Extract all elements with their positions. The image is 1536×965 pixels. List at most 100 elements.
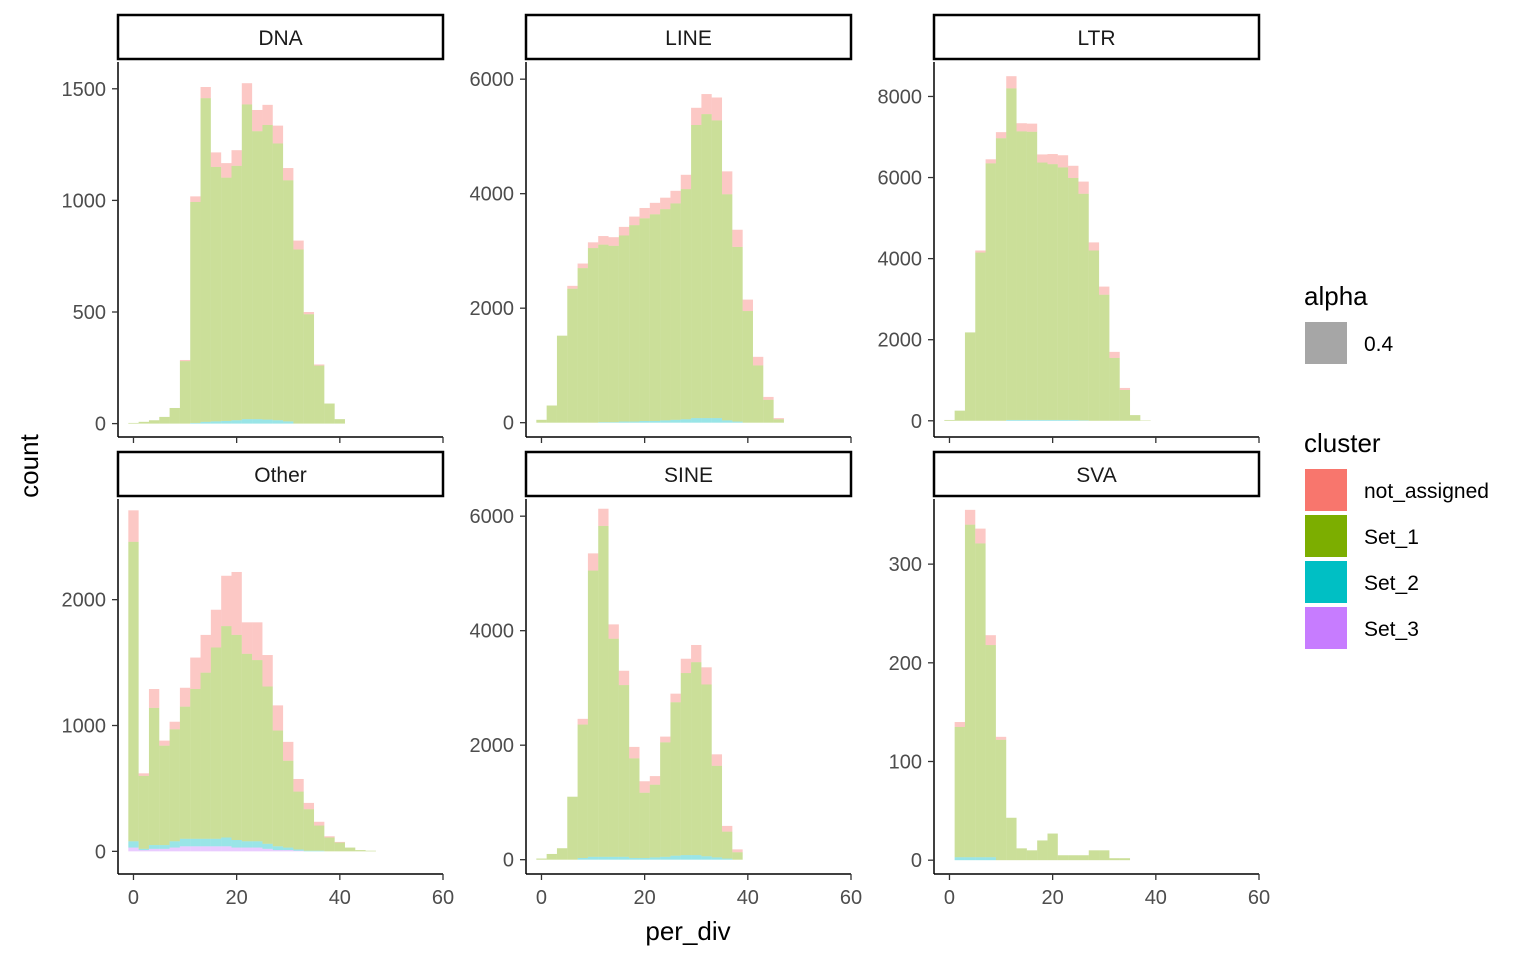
bar-set-2 (670, 420, 680, 423)
bar-set-1 (1037, 163, 1047, 420)
bar-set-1 (722, 194, 732, 420)
bar-not-assigned (273, 705, 283, 730)
bar-not-assigned (1058, 155, 1068, 167)
facet-strip-label: SINE (664, 464, 713, 487)
bar-set-1 (578, 725, 588, 858)
bar-set-1 (619, 685, 629, 857)
bar-not-assigned (1120, 388, 1130, 390)
bar-set-1 (578, 268, 588, 423)
bar-set-2 (712, 418, 722, 423)
bar-set-1 (536, 859, 546, 860)
bar-set-2 (609, 857, 619, 860)
bar-not-assigned (670, 191, 680, 204)
bar-set-2 (252, 419, 262, 423)
bar-set-1 (201, 98, 211, 422)
legend-title: cluster (1304, 428, 1381, 458)
y-tick-label: 0 (503, 413, 514, 435)
bar-set-1 (211, 647, 221, 838)
bar-set-2 (1017, 420, 1027, 421)
bar-not-assigned (639, 208, 649, 218)
bar-set-2 (190, 839, 200, 847)
bar-set-1 (670, 702, 680, 855)
bar-set-1 (639, 218, 649, 421)
x-tick-label: 40 (1145, 887, 1167, 909)
bar-set-2 (691, 418, 701, 423)
bar-set-2 (242, 419, 252, 423)
bar-not-assigned (691, 645, 701, 662)
bar-not-assigned (231, 572, 241, 635)
bar-set-1 (252, 131, 262, 419)
bar-not-assigned (639, 781, 649, 792)
bar-set-1 (180, 361, 190, 424)
bar-set-1 (547, 406, 557, 423)
bar-set-2 (128, 841, 138, 847)
bar-set-1 (1089, 251, 1099, 421)
bar-set-2 (252, 841, 262, 847)
bar-set-1 (262, 687, 272, 844)
bar-set-1 (691, 662, 701, 855)
bar-set-1 (283, 180, 293, 421)
bar-set-2 (211, 839, 221, 847)
bar-set-3 (273, 850, 283, 851)
bar-not-assigned (986, 159, 996, 163)
y-tick-label: 6000 (470, 69, 515, 91)
bar-set-1 (314, 366, 324, 424)
bar-set-3 (283, 850, 293, 851)
bar-set-1 (986, 163, 996, 420)
bar-set-2 (231, 420, 241, 423)
bar-set-1 (1078, 194, 1088, 421)
bar-set-1 (159, 746, 169, 845)
bar-set-1 (732, 852, 742, 859)
bar-not-assigned (139, 773, 149, 776)
bar-set-3 (252, 848, 262, 852)
bar-set-1 (763, 400, 773, 423)
legend-key (1305, 515, 1347, 557)
bar-set-3 (149, 849, 159, 852)
bar-set-1 (231, 166, 241, 420)
bar-set-1 (252, 660, 262, 841)
bar-set-2 (578, 858, 588, 860)
bar-set-2 (304, 851, 314, 852)
bar-not-assigned (242, 83, 252, 104)
bar-set-2 (1037, 420, 1047, 421)
legend-label: Set_1 (1364, 526, 1419, 549)
bar-not-assigned (128, 510, 138, 541)
bar-not-assigned (567, 286, 577, 289)
bar-set-2 (639, 421, 649, 423)
bar-set-2 (670, 856, 680, 860)
bar-not-assigned (304, 312, 314, 314)
y-tick-label: 0 (95, 414, 106, 436)
bar-not-assigned (753, 357, 763, 366)
bar-set-2 (701, 856, 711, 859)
bar-set-1 (345, 848, 355, 852)
legend-label: Set_3 (1364, 618, 1419, 641)
bar-set-2 (283, 848, 293, 851)
bar-set-1 (955, 411, 965, 421)
bar-set-2 (180, 839, 190, 847)
bar-set-2 (1027, 420, 1037, 421)
y-tick-label: 2000 (878, 330, 923, 352)
bar-not-assigned (629, 747, 639, 758)
bar-set-2 (639, 858, 649, 860)
facet-strip-label: LTR (1077, 27, 1115, 50)
facet-strip-label: LINE (665, 27, 712, 50)
x-axis-title: per_div (645, 916, 730, 946)
bar-not-assigned (732, 849, 742, 852)
bar-set-1 (557, 336, 567, 423)
bar-not-assigned (660, 737, 670, 743)
bar-not-assigned (201, 635, 211, 673)
bar-not-assigned (598, 509, 608, 526)
bar-set-1 (1047, 834, 1057, 861)
bar-set-2 (149, 845, 159, 849)
bar-set-1 (986, 645, 996, 857)
bar-set-2 (975, 857, 985, 860)
bar-set-3 (139, 850, 149, 851)
bar-set-1 (1120, 858, 1130, 860)
bar-set-1 (170, 408, 180, 424)
bar-set-2 (201, 839, 211, 847)
bar-set-1 (701, 684, 711, 856)
